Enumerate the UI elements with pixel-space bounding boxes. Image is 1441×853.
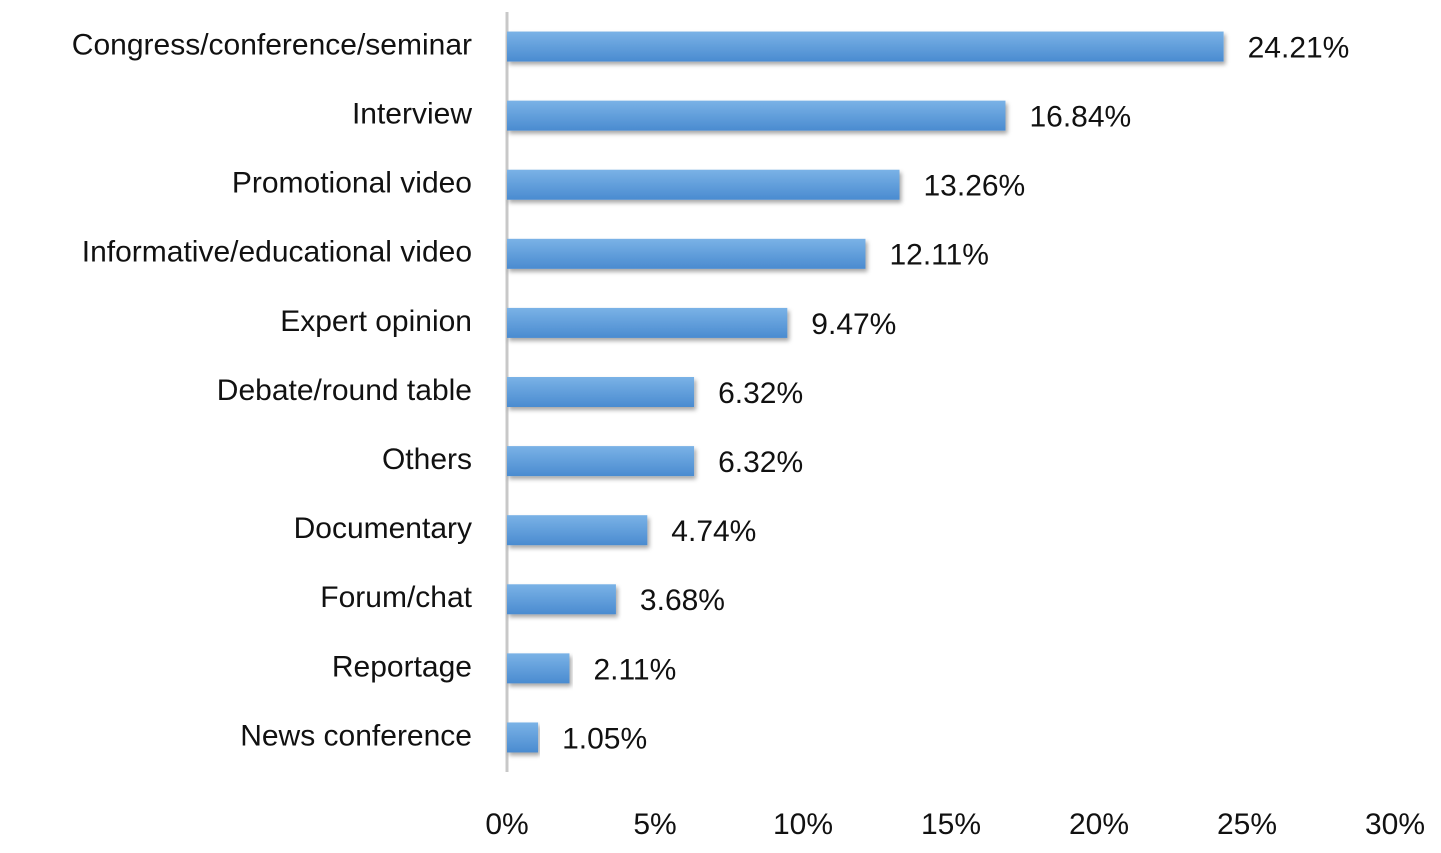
y-tick-label: Interview xyxy=(352,98,472,131)
y-tick-label: News conference xyxy=(240,719,472,752)
data-label: 16.84% xyxy=(1029,101,1131,134)
y-tick-label: Expert opinion xyxy=(280,305,472,338)
data-label: 1.05% xyxy=(562,722,647,755)
bar xyxy=(507,377,695,407)
bar xyxy=(507,653,570,684)
bar xyxy=(507,238,866,269)
x-tick-label: 25% xyxy=(1217,808,1277,841)
bar xyxy=(507,584,616,615)
data-label: 3.68% xyxy=(640,584,725,617)
data-label: 13.26% xyxy=(923,170,1025,203)
bar xyxy=(507,100,1006,131)
bar xyxy=(507,31,1224,62)
data-label: 24.21% xyxy=(1248,31,1350,64)
y-tick-label: Informative/educational video xyxy=(82,236,472,269)
x-tick-label: 20% xyxy=(1069,808,1129,841)
y-tick-label: Forum/chat xyxy=(320,581,472,614)
y-tick-label: Others xyxy=(382,443,472,476)
data-label: 6.32% xyxy=(718,446,803,479)
data-label: 2.11% xyxy=(593,653,676,686)
data-label: 9.47% xyxy=(811,308,896,341)
bar xyxy=(507,515,648,546)
bar xyxy=(507,446,695,477)
bar xyxy=(507,307,788,338)
data-label: 12.11% xyxy=(889,239,989,272)
bar xyxy=(507,169,900,200)
bar xyxy=(507,722,539,753)
y-tick-label: Documentary xyxy=(294,512,472,545)
y-tick-label: Congress/conference/seminar xyxy=(72,28,472,61)
data-label: 4.74% xyxy=(671,515,756,548)
y-tick-label: Promotional video xyxy=(232,167,472,200)
x-tick-label: 15% xyxy=(921,808,981,841)
x-tick-label: 0% xyxy=(485,808,528,841)
x-tick-label: 5% xyxy=(633,808,676,841)
y-tick-label: Reportage xyxy=(332,650,472,683)
x-tick-label: 10% xyxy=(773,808,833,841)
data-label: 6.32% xyxy=(718,377,803,410)
x-tick-label: 30% xyxy=(1365,808,1425,841)
y-tick-label: Debate/round table xyxy=(217,374,472,407)
